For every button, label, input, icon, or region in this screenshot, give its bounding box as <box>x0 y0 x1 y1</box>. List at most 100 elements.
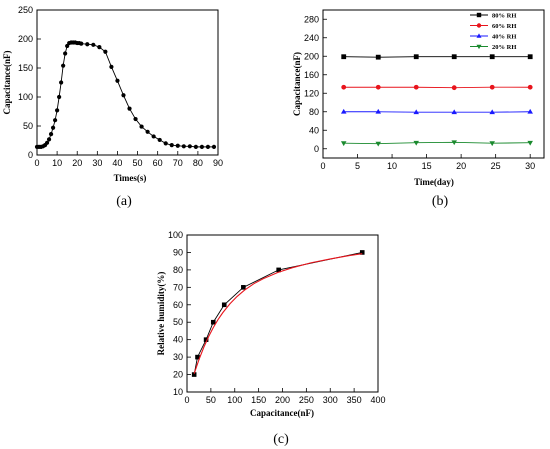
y-tick-label: 200 <box>18 34 33 44</box>
data-point <box>79 41 84 46</box>
data-point <box>46 137 52 142</box>
x-tick-label: 40 <box>112 158 122 168</box>
data-point <box>103 49 108 54</box>
data-point <box>85 42 90 47</box>
legend-marker <box>476 44 482 50</box>
data-point <box>91 42 96 47</box>
y-tick-label: 40 <box>309 125 319 135</box>
data-point <box>53 118 58 123</box>
y-tick-label: 20 <box>173 370 183 380</box>
legend-marker <box>476 12 482 18</box>
data-point <box>59 80 64 85</box>
x-tick-label: 80 <box>193 158 203 168</box>
panel-label: (a) <box>116 194 132 209</box>
data-point <box>211 144 217 149</box>
x-tick-label: 20 <box>72 158 82 168</box>
data-point <box>203 337 209 342</box>
data-point <box>133 116 138 122</box>
x-tick-label: 400 <box>370 395 385 405</box>
data-point <box>527 108 533 114</box>
data-point <box>127 106 132 111</box>
data-point <box>359 250 365 255</box>
data-point <box>57 94 62 100</box>
x-tick-label: 90 <box>213 158 223 168</box>
x-axis-label: Time(day) <box>414 177 454 187</box>
y-tick-label: 50 <box>23 121 33 131</box>
data-point <box>109 64 114 69</box>
data-point <box>489 141 495 147</box>
legend-marker <box>476 23 482 28</box>
y-tick-label: 0 <box>314 144 319 154</box>
data-point <box>489 54 495 60</box>
y-tick-label: 50 <box>173 317 183 327</box>
y-tick-label: 80 <box>309 107 319 117</box>
data-point <box>341 54 347 60</box>
y-tick-label: 280 <box>304 14 319 24</box>
data-point <box>163 141 168 146</box>
data-point <box>191 372 197 377</box>
data-point <box>151 134 156 139</box>
y-tick-label: 250 <box>18 5 33 15</box>
y-tick-label: 200 <box>304 51 319 61</box>
x-tick-label: 300 <box>323 395 338 405</box>
x-tick-label: 0 <box>320 161 325 171</box>
legend-marker <box>476 33 482 38</box>
legend-entry: 60% RH <box>492 23 516 30</box>
x-tick-label: 200 <box>275 395 290 405</box>
x-tick-label: 50 <box>206 395 216 405</box>
x-tick-label: 100 <box>227 395 242 405</box>
data-point <box>340 108 347 114</box>
data-point <box>527 140 533 146</box>
y-tick-label: 240 <box>304 33 319 43</box>
data-point <box>187 144 192 149</box>
x-tick-label: 15 <box>422 161 432 171</box>
data-point <box>48 132 54 137</box>
panel-label: (b) <box>432 194 449 209</box>
y-tick-label: 90 <box>173 247 183 257</box>
y-tick-label: 100 <box>18 92 33 102</box>
y-axis-label: Relative humidity(%) <box>156 272 166 356</box>
x-tick-label: 20 <box>456 161 466 171</box>
y-tick-label: 30 <box>173 352 183 362</box>
y-axis-label: Capacitance(nF) <box>2 51 12 115</box>
data-point <box>195 354 200 360</box>
y-tick-label: 0 <box>28 150 33 160</box>
legend-entry: 80% RH <box>492 12 516 19</box>
data-point <box>375 141 382 147</box>
plot-frame <box>186 234 379 393</box>
y-tick-label: 10 <box>173 387 183 397</box>
data-point <box>489 84 495 90</box>
data-point <box>276 267 281 273</box>
y-tick-label: 100 <box>168 230 183 240</box>
x-axis-label: Times(s) <box>114 173 147 183</box>
data-point <box>157 137 162 143</box>
data-point <box>97 45 102 50</box>
data-point <box>175 143 180 148</box>
data-point <box>221 302 227 308</box>
data-point <box>121 93 126 98</box>
x-tick-label: 0 <box>34 158 39 168</box>
panel-a-chart: 0 10 20 30 40 50 60 70 80 90 0 50 100 150 200 250 Times(… <box>2 5 223 209</box>
data-point <box>139 124 144 129</box>
panel-label: (c) <box>273 432 289 447</box>
data-point <box>375 84 381 90</box>
data-point <box>181 144 186 149</box>
plot-frame <box>322 9 545 159</box>
y-tick-label: 60 <box>173 300 183 310</box>
x-tick-label: 50 <box>133 158 143 168</box>
data-point <box>61 63 66 68</box>
legend-entry: 20% RH <box>492 44 516 51</box>
y-tick-label: 150 <box>18 63 33 73</box>
data-point <box>375 54 381 60</box>
x-tick-label: 70 <box>173 158 183 168</box>
x-tick-label: 10 <box>52 158 62 168</box>
series-line <box>193 252 363 375</box>
data-point <box>44 140 50 145</box>
fit-curve-line <box>193 253 363 374</box>
data-point <box>50 125 56 130</box>
x-tick-label: 25 <box>491 161 501 171</box>
y-tick-label: 70 <box>173 282 183 292</box>
data-point <box>451 85 457 91</box>
x-tick-label: 350 <box>347 395 362 405</box>
